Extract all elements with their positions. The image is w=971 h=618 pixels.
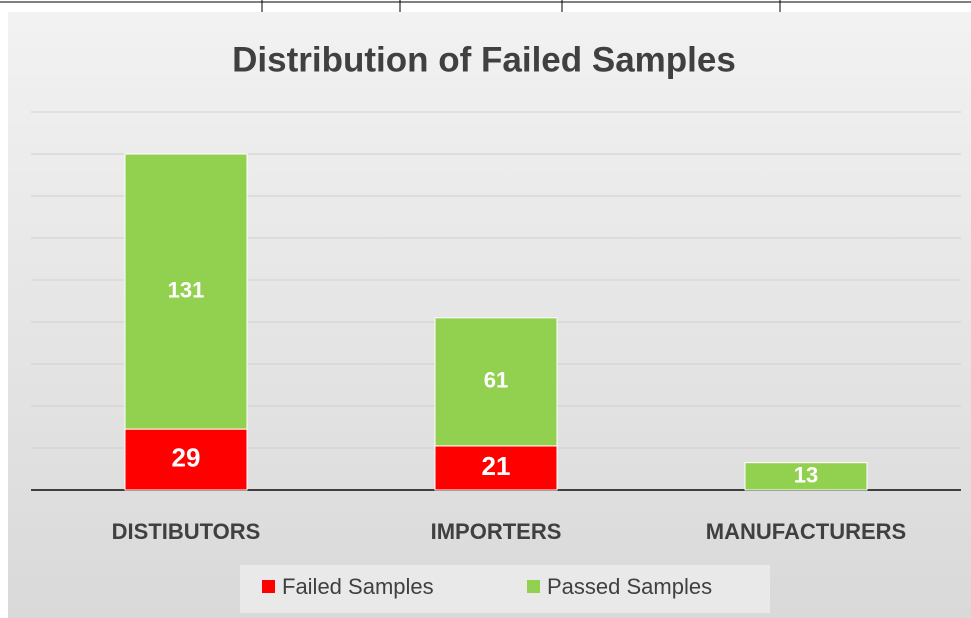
legend-swatch (527, 580, 540, 593)
bar-segment (434, 317, 558, 447)
table-border (0, 0, 971, 12)
data-label: 13 (794, 463, 818, 488)
data-label: 29 (172, 442, 201, 472)
legend-swatch (262, 580, 275, 593)
data-label: 131 (168, 277, 205, 302)
legend-label: Failed Samples (282, 574, 434, 599)
x-tick-label: IMPORTERS (431, 519, 562, 544)
x-tick-label: DISTIBUTORS (112, 519, 261, 544)
bar-segment (124, 153, 248, 430)
bar-segment (744, 462, 868, 491)
bar-segment (124, 428, 248, 491)
legend-box (240, 565, 770, 613)
data-label: 61 (484, 368, 508, 393)
data-label: 21 (482, 451, 511, 481)
chart-title: Distribution of Failed Samples (232, 40, 736, 79)
x-tick-label: MANUFACTURERS (706, 519, 906, 544)
legend-label: Passed Samples (547, 574, 712, 599)
